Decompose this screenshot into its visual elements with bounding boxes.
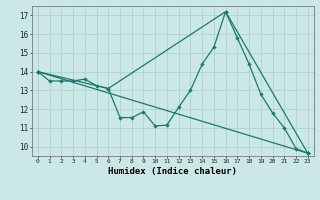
X-axis label: Humidex (Indice chaleur): Humidex (Indice chaleur) bbox=[108, 167, 237, 176]
